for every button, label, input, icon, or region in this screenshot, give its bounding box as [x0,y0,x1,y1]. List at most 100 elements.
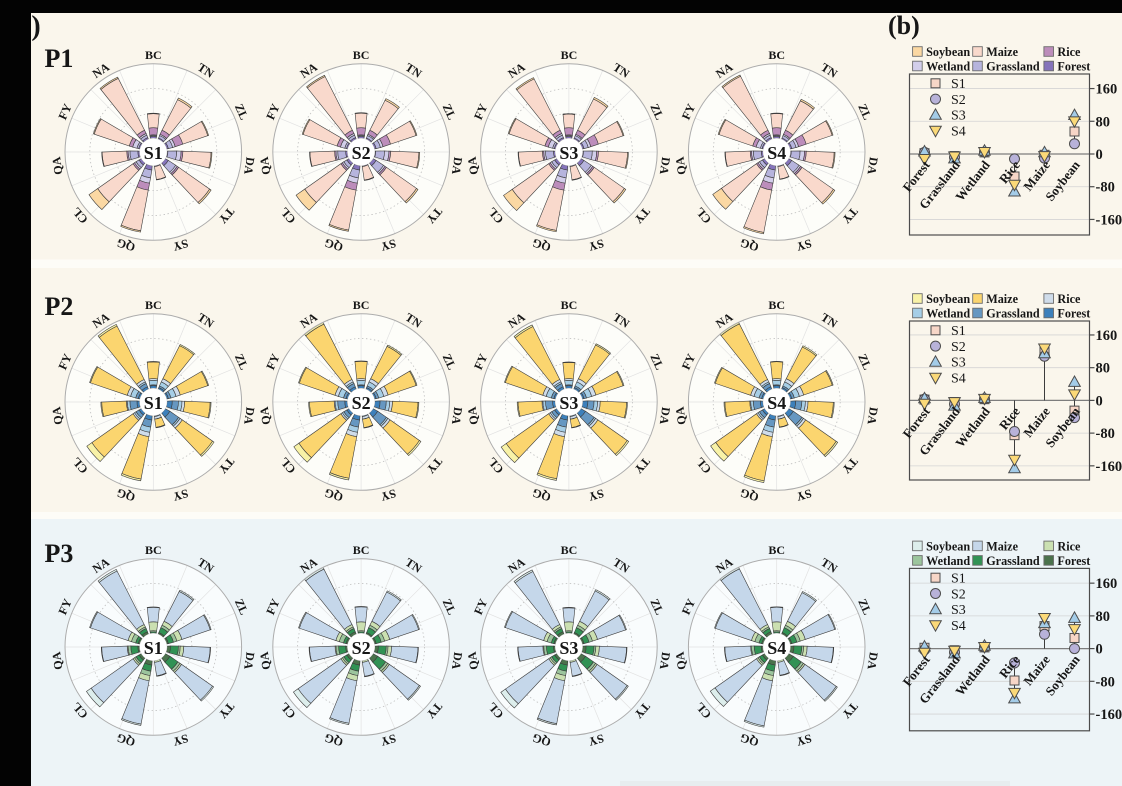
svg-text:S2: S2 [352,143,371,163]
svg-text:QG: QG [738,731,760,750]
svg-text:FY: FY [263,351,283,372]
svg-text:BC: BC [145,48,162,62]
svg-text:BC: BC [353,543,370,557]
svg-text:ZL: ZL [232,102,251,122]
svg-text:-160: -160 [1096,212,1122,228]
svg-text:Wetland: Wetland [926,554,970,568]
svg-text:Soybean: Soybean [926,292,970,306]
svg-text:QG: QG [531,486,553,505]
svg-text:QA: QA [257,406,273,426]
svg-text:SY: SY [379,236,398,254]
svg-text:Grassland: Grassland [986,60,1040,74]
svg-text:DA: DA [449,651,465,670]
svg-text:BC: BC [768,298,785,312]
svg-text:BC: BC [561,298,578,312]
svg-text:160: 160 [1096,82,1118,98]
svg-text:SY: SY [794,731,813,749]
svg-text:0: 0 [1096,147,1103,163]
svg-text:Grassland: Grassland [986,307,1040,321]
svg-text:P3: P3 [45,539,74,568]
svg-text:QG: QG [115,731,137,750]
svg-text:DA: DA [449,406,465,425]
svg-text:80: 80 [1096,609,1111,625]
svg-text:FY: FY [263,596,283,617]
svg-text:SY: SY [794,486,813,504]
svg-text:FY: FY [55,351,75,372]
svg-text:Maize: Maize [986,540,1018,554]
svg-text:ZL: ZL [855,102,874,122]
svg-text:BC: BC [768,543,785,557]
svg-text:DA: DA [241,651,257,670]
svg-text:QA: QA [49,651,65,671]
svg-text:ZL: ZL [647,597,666,617]
svg-text:S2: S2 [951,93,966,108]
svg-text:QG: QG [323,731,345,750]
svg-text:QA: QA [257,651,273,671]
svg-text:QA: QA [672,651,688,671]
svg-text:DA: DA [864,406,880,425]
svg-text:0: 0 [1096,642,1103,658]
svg-text:0: 0 [1096,393,1103,409]
svg-text:FY: FY [679,351,699,372]
svg-text:Maize: Maize [986,292,1018,306]
svg-text:ZL: ZL [647,352,666,372]
svg-text:S2: S2 [352,638,371,658]
svg-text:BC: BC [768,48,785,62]
svg-text:QG: QG [531,731,553,750]
svg-text:160: 160 [1096,328,1118,344]
svg-text:S1: S1 [951,77,966,92]
svg-text:S3: S3 [559,638,578,658]
svg-text:FY: FY [471,351,491,372]
svg-text:S3: S3 [559,393,578,413]
svg-text:ZL: ZL [440,597,459,617]
svg-text:S3: S3 [951,109,966,124]
svg-text:FY: FY [679,101,699,122]
svg-text:DA: DA [241,406,257,425]
svg-text:S1: S1 [144,638,163,658]
svg-text:Rice: Rice [1057,540,1081,554]
svg-text:S2: S2 [951,340,966,355]
svg-text:BC: BC [145,543,162,557]
svg-text:-80: -80 [1096,426,1115,442]
svg-text:DA: DA [241,156,257,175]
svg-text:QG: QG [115,486,137,505]
svg-text:QA: QA [49,156,65,176]
svg-text:Maize: Maize [986,45,1018,59]
svg-text:QA: QA [465,406,481,426]
svg-text:DA: DA [657,406,673,425]
svg-text:DA: DA [449,156,465,175]
svg-text:SY: SY [794,236,813,254]
svg-text:QA: QA [465,156,481,176]
svg-text:FY: FY [55,101,75,122]
svg-text:-160: -160 [1096,707,1122,723]
svg-text:S4: S4 [767,638,786,658]
svg-text:S1: S1 [144,143,163,163]
svg-text:SY: SY [379,731,398,749]
svg-text:FY: FY [471,101,491,122]
svg-text:S4: S4 [951,619,966,634]
svg-text:BC: BC [145,298,162,312]
svg-text:S2: S2 [352,393,371,413]
svg-text:SY: SY [171,731,190,749]
svg-text:SY: SY [379,486,398,504]
svg-text:80: 80 [1096,114,1111,130]
svg-text:Rice: Rice [1057,45,1081,59]
svg-text:80: 80 [1096,361,1111,377]
svg-text:DA: DA [864,651,880,670]
svg-text:-160: -160 [1096,459,1122,475]
svg-text:(b): (b) [888,11,920,40]
svg-text:SY: SY [587,731,606,749]
svg-text:DA: DA [864,156,880,175]
svg-text:QA: QA [257,156,273,176]
svg-text:QA: QA [465,651,481,671]
svg-text:QA: QA [672,406,688,426]
svg-text:FY: FY [263,101,283,122]
svg-text:FY: FY [471,596,491,617]
svg-text:SY: SY [171,236,190,254]
svg-text:S4: S4 [951,372,966,387]
svg-text:ZL: ZL [440,352,459,372]
svg-text:S1: S1 [951,324,966,339]
svg-text:DA: DA [657,156,673,175]
svg-text:S4: S4 [951,125,966,140]
svg-text:SY: SY [171,486,190,504]
